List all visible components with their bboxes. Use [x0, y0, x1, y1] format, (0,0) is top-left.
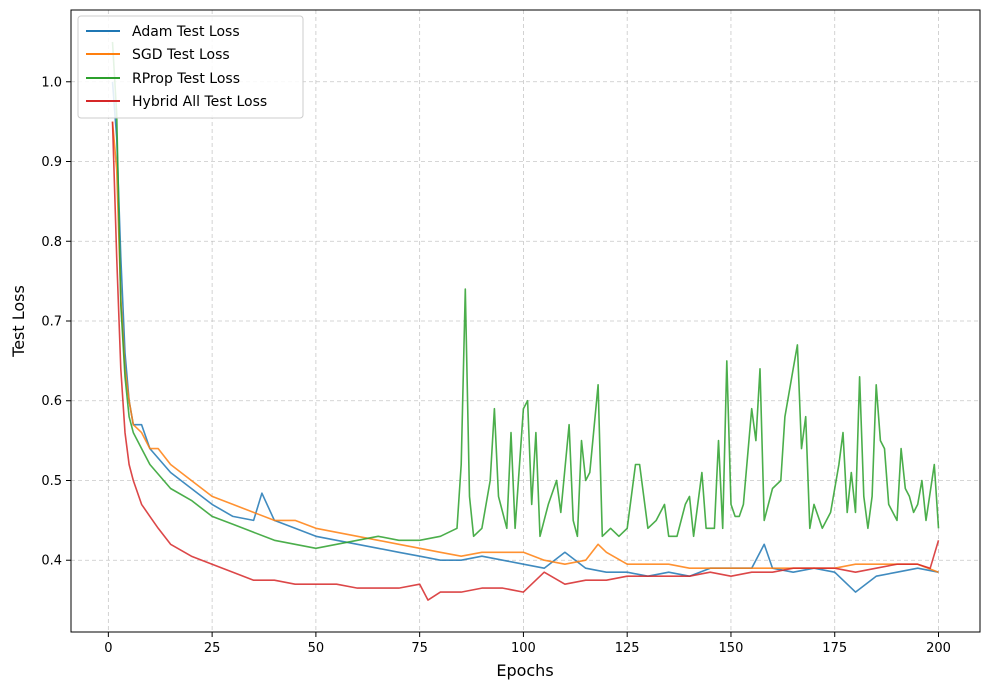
- legend-label-hybrid: Hybrid All Test Loss: [132, 94, 267, 110]
- y-axis-label: Test Loss: [9, 285, 28, 358]
- legend-box: [77, 15, 304, 119]
- series-line-3: [111, 121, 940, 601]
- y-axis: 0.4 0.5 0.6 0.7 0.8 0.9 1.0: [41, 75, 71, 569]
- y-tick-label: 0.4: [41, 554, 62, 569]
- x-axis-label: Epochs: [496, 661, 553, 680]
- x-tick-label: 75: [411, 641, 428, 656]
- series-lines: [111, 41, 940, 601]
- y-tick-label: 0.8: [41, 235, 62, 250]
- x-tick-label: 25: [204, 641, 221, 656]
- legend-label-sgd: SGD Test Loss: [132, 47, 230, 63]
- x-tick-label: 50: [308, 641, 325, 656]
- x-tick-label: 0: [104, 641, 112, 656]
- legend-label-adam: Adam Test Loss: [132, 24, 240, 40]
- x-axis: 0 25 50 75 100 125 150 175 200: [104, 632, 951, 656]
- x-tick-label: 125: [615, 641, 640, 656]
- y-tick-label: 1.0: [41, 75, 62, 90]
- y-tick-label: 0.5: [41, 474, 62, 489]
- y-tick-label: 0.7: [41, 315, 62, 330]
- x-tick-label: 100: [511, 641, 536, 656]
- y-tick-label: 0.6: [41, 394, 62, 409]
- gridlines: [71, 10, 980, 632]
- legend-label-rprop: RProp Test Loss: [132, 71, 240, 87]
- x-tick-label: 200: [926, 641, 951, 656]
- y-tick-label: 0.9: [41, 155, 62, 170]
- series-line-2: [111, 41, 940, 550]
- series-line-1: [111, 121, 939, 573]
- legend: Adam Test Loss SGD Test Loss RProp Test …: [77, 15, 304, 119]
- x-tick-label: 175: [822, 641, 847, 656]
- x-tick-label: 150: [719, 641, 744, 656]
